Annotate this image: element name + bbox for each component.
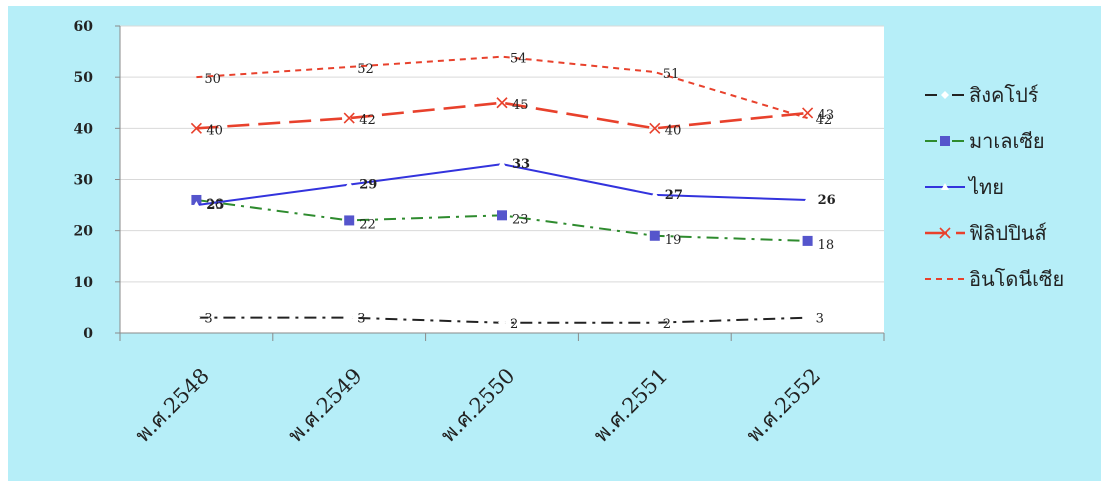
data-label-อินโดนีเซีย-2: 54 — [510, 52, 527, 67]
legend-item-ไทย: ไทย — [925, 175, 1004, 199]
y-tick-label-20: 20 — [74, 224, 94, 240]
point-สิงคโปร์-1 — [345, 313, 354, 322]
data-label-มาเลเซีย-0: 26 — [206, 197, 223, 212]
y-tick-label-40: 40 — [74, 121, 94, 137]
data-label-สิงคโปร์-3: 2 — [663, 317, 671, 332]
data-label-ไทย-4: 26 — [818, 193, 836, 208]
legend-marker-ฟิลิปปินส์ — [939, 227, 951, 239]
data-label-อินโดนีเซีย-1: 52 — [357, 62, 374, 77]
data-label-ฟิลิปปินส์-3: 40 — [665, 123, 682, 138]
point-ไทย-4 — [803, 195, 812, 203]
data-label-อินโดนีเซีย-0: 50 — [204, 72, 221, 87]
series-ฟิลิปปินส์: 40 42 45 40 43 — [190, 97, 835, 138]
data-label-มาเลเซีย-2: 23 — [512, 212, 529, 227]
point-ไทย-0 — [192, 201, 201, 209]
series-มาเลเซีย: 26 22 23 19 18 — [191, 194, 835, 253]
legend-item-มาเลเซีย: มาเลเซีย — [925, 129, 1045, 153]
y-tick-label-10: 10 — [74, 275, 94, 291]
point-สิงคโปร์-4 — [803, 313, 812, 322]
point-ไทย-3 — [650, 190, 659, 198]
point-สิงคโปร์-3 — [650, 318, 659, 327]
point-สิงคโปร์-2 — [498, 318, 506, 327]
data-label-สิงคโปร์-1: 3 — [357, 312, 365, 327]
point-สิงคโปร์-0 — [192, 313, 201, 322]
data-label-ฟิลิปปินส์-4: 43 — [818, 108, 835, 123]
data-label-ไทย-0: 25 — [206, 198, 224, 213]
data-label-ไทย-1: 29 — [359, 178, 377, 193]
point-มาเลเซีย-1 — [344, 215, 355, 226]
y-tick-label-50: 50 — [74, 70, 94, 86]
data-label-ฟิลิปปินส์-2: 45 — [512, 98, 529, 113]
point-ฟิลิปปินส์-3 — [649, 122, 661, 134]
legend-item-อินโดนีเซีย: อินโดนีเซีย — [925, 267, 1064, 291]
data-label-อินโดนีเซีย-4: 42 — [816, 113, 833, 128]
point-ไทย-1 — [345, 180, 354, 188]
data-label-ฟิลิปปินส์-1: 42 — [359, 113, 376, 128]
point-มาเลเซีย-4 — [802, 235, 813, 246]
series-line-ฟิลิปปินส์ — [196, 101, 808, 130]
legend-label-อินโดนีเซีย: อินโดนีเซีย — [969, 267, 1064, 291]
point-ฟิลิปปินส์-4 — [802, 107, 814, 119]
data-label-มาเลเซีย-1: 22 — [359, 217, 376, 232]
legend-label-ฟิลิปปินส์: ฟิลิปปินส์ — [969, 221, 1047, 245]
legend-marker-ไทย — [941, 183, 949, 190]
series-สิงคโปร์: 3 3 2 2 3 — [192, 312, 824, 332]
series-ไทย: 25 29 33 27 26 — [192, 157, 836, 213]
legend-marker-สิงคโปร์ — [941, 91, 949, 99]
point-ไทย-2 — [498, 160, 506, 168]
data-label-ไทย-2: 33 — [512, 157, 530, 172]
legend-item-สิงคโปร์: สิงคโปร์ — [925, 83, 1039, 107]
point-มาเลเซีย-2 — [497, 210, 507, 221]
axes — [119, 26, 884, 341]
legend-marker-มาเลเซีย — [940, 136, 950, 146]
y-tick-label-0: 0 — [83, 326, 93, 342]
y-axis-ticks: 0 10 20 30 40 50 60 — [74, 19, 120, 342]
y-tick-label-60: 60 — [74, 19, 94, 35]
legend-label-ไทย: ไทย — [967, 175, 1004, 199]
legend-label-มาเลเซีย: มาเลเซีย — [969, 129, 1045, 153]
data-label-ไทย-3: 27 — [665, 188, 683, 203]
point-มาเลเซีย-0 — [191, 194, 202, 205]
data-label-สิงคโปร์-2: 2 — [510, 317, 518, 332]
legend-label-สิงคโปร์: สิงคโปร์ — [969, 83, 1039, 107]
series-line-อินโดนีเซีย — [196, 55, 808, 120]
series-อินโดนีเซีย: 50 52 54 51 42 — [196, 52, 832, 128]
point-ฟิลิปปินส์-0 — [190, 122, 202, 134]
legend-item-ฟิลิปปินส์: ฟิลิปปินส์ — [925, 221, 1047, 245]
data-label-ฟิลิปปินส์-0: 40 — [206, 123, 223, 138]
point-มาเลเซีย-3 — [649, 230, 660, 241]
data-label-สิงคโปร์-4: 3 — [816, 312, 824, 327]
gridlines — [120, 25, 884, 283]
point-ฟิลิปปินส์-1 — [343, 112, 355, 124]
data-label-สิงคโปร์-0: 3 — [204, 312, 212, 327]
y-tick-label-30: 30 — [74, 173, 94, 189]
data-label-มาเลเซีย-4: 18 — [818, 238, 835, 253]
point-ฟิลิปปินส์-2 — [496, 97, 508, 109]
data-label-อินโดนีเซีย-3: 51 — [663, 67, 680, 82]
data-label-มาเลเซีย-3: 19 — [665, 233, 682, 248]
